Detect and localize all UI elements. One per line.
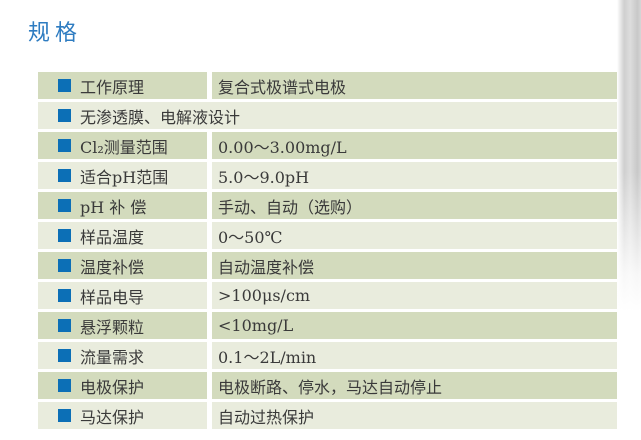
bullet-square-icon [58,319,71,332]
page-title: 规格 [28,21,83,46]
label-cell: 样品温度 [38,222,207,249]
spec-label: 样品电导 [80,287,145,307]
spec-label: 适合pH范围 [80,167,169,187]
bullet-square-icon [58,109,71,122]
bullet-square-icon [58,169,71,182]
bullet-square-icon [58,229,71,242]
spec-value: 手动、自动（选购） [218,197,363,217]
spec-value: <10mg/L [218,316,294,335]
spec-label: pH 补 偿 [80,197,147,217]
value-cell: 自动温度补偿 [212,252,617,279]
table-row: 电极保护 电极断路、停水，马达自动停止 [38,372,617,399]
spec-value: >100μs/cm [218,286,311,305]
spec-label: 温度补偿 [80,257,145,277]
spec-value: 5.0～9.0pH [218,167,310,187]
label-cell: 样品电导 [38,282,207,309]
label-cell: Cl₂测量范围 [38,132,207,159]
label-cell: 温度补偿 [38,252,207,279]
spec-value: 0～50℃ [218,227,283,247]
label-cell: 工作原理 [38,72,207,99]
spec-value: 电极断路、停水，马达自动停止 [218,377,443,397]
table-row: pH 补 偿 手动、自动（选购） [38,192,617,219]
spec-label: 工作原理 [80,77,145,97]
bullet-square-icon [58,79,71,92]
label-cell: 电极保护 [38,372,207,399]
spec-label: Cl₂测量范围 [80,137,168,157]
label-cell: 无渗透膜、电解液设计 [38,102,617,129]
spec-label: 马达保护 [80,407,145,427]
table-row: 温度补偿 自动温度补偿 [38,252,617,279]
spec-value: 0.1～2L/min [218,347,317,367]
table-row: 无渗透膜、电解液设计 [38,102,617,129]
value-cell: >100μs/cm [212,282,617,309]
spec-label: 流量需求 [80,347,145,367]
table-row: 适合pH范围 5.0～9.0pH [38,162,617,189]
table-row: 流量需求 0.1～2L/min [38,342,617,369]
spec-value: 自动过热保护 [218,407,315,427]
value-cell: 手动、自动（选购） [212,192,617,219]
table-row: 样品电导 >100μs/cm [38,282,617,309]
spec-value: 自动温度补偿 [218,257,315,277]
label-cell: 流量需求 [38,342,207,369]
label-cell: 适合pH范围 [38,162,207,189]
table-row: 马达保护 自动过热保护 [38,402,617,429]
table-row: 样品温度 0～50℃ [38,222,617,249]
bullet-square-icon [58,349,71,362]
table-row: Cl₂测量范围 0.00～3.00mg/L [38,132,617,159]
value-cell: 0.00～3.00mg/L [212,132,617,159]
bullet-square-icon [58,289,71,302]
page-edge-shadow [617,0,641,312]
value-cell: 5.0～9.0pH [212,162,617,189]
value-cell: 电极断路、停水，马达自动停止 [212,372,617,399]
label-cell: 马达保护 [38,402,207,429]
spec-label: 电极保护 [80,377,145,397]
value-cell: 0～50℃ [212,222,617,249]
label-cell: 悬浮颗粒 [38,312,207,339]
bullet-square-icon [58,409,71,422]
spec-table: 工作原理 复合式极谱式电极 无渗透膜、电解液设计 Cl₂测量范围 0.00～3.… [38,72,617,429]
bullet-square-icon [58,139,71,152]
spec-label: 悬浮颗粒 [80,317,145,337]
spec-value: 复合式极谱式电极 [218,77,347,97]
spec-label: 样品温度 [80,227,145,247]
bullet-square-icon [58,379,71,392]
table-row: 工作原理 复合式极谱式电极 [38,72,617,99]
label-cell: pH 补 偿 [38,192,207,219]
spec-label: 无渗透膜、电解液设计 [80,107,241,127]
value-cell: <10mg/L [212,312,617,339]
value-cell: 自动过热保护 [212,402,617,429]
bullet-square-icon [58,199,71,212]
table-row: 悬浮颗粒 <10mg/L [38,312,617,339]
bullet-square-icon [58,259,71,272]
value-cell: 0.1～2L/min [212,342,617,369]
spec-value: 0.00～3.00mg/L [218,137,347,157]
value-cell: 复合式极谱式电极 [212,72,617,99]
